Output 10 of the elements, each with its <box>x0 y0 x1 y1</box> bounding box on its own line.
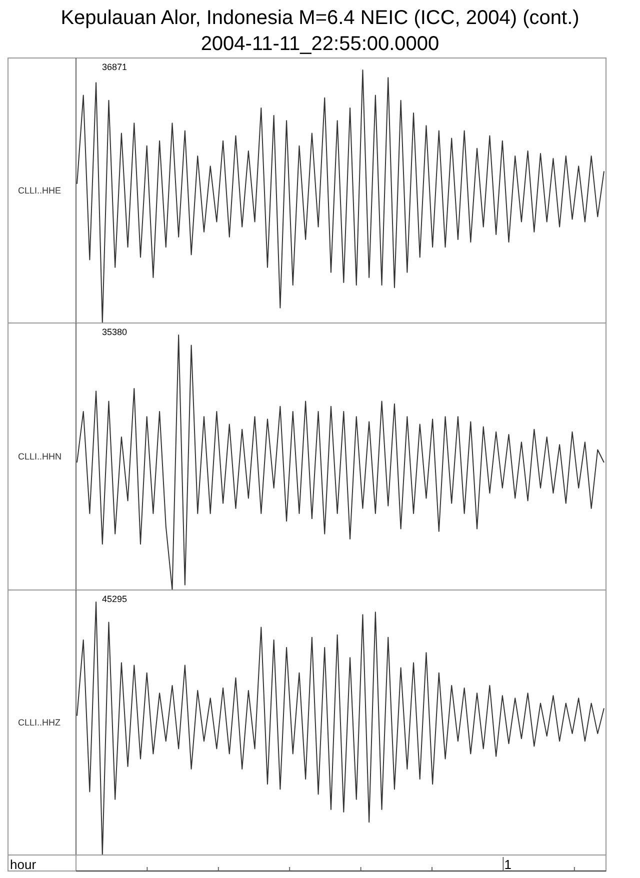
x-axis-title: hour <box>10 857 37 872</box>
series-label: CLLI..HHZ <box>18 718 62 728</box>
annotation: 35380 <box>102 327 128 337</box>
series-label: CLLI..HHE <box>18 186 62 196</box>
series-label: CLLI..HHN <box>18 452 62 462</box>
text: 1 <box>504 857 512 872</box>
chart-title: Kepulauan Alor, Indonesia M=6.4 NEIC (ICC, 2004) (cont.) <box>60 7 580 29</box>
annotation: 36871 <box>102 62 128 72</box>
annotation: 45295 <box>102 594 128 604</box>
chart-subtitle: 2004-11-11_22:55:00.0000 <box>200 33 440 55</box>
